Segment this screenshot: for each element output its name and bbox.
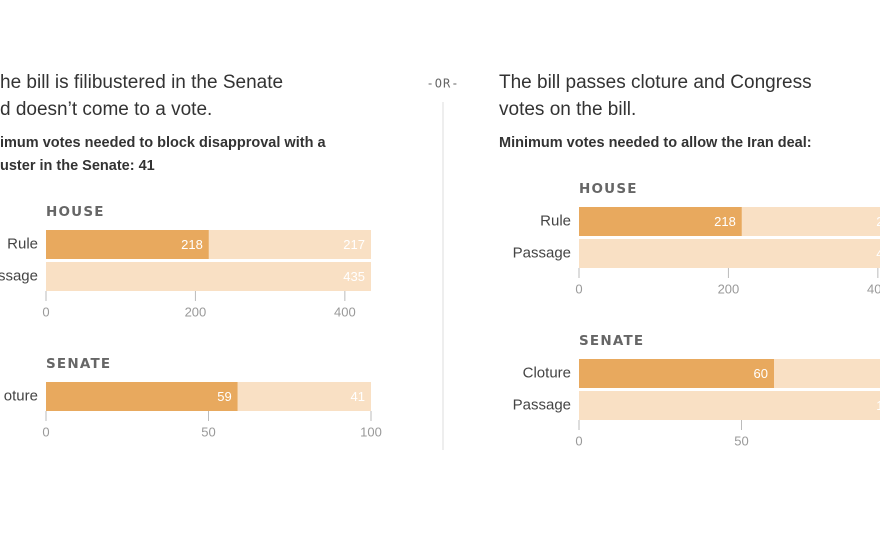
bar-segment <box>741 207 880 236</box>
value-label: 435 <box>343 269 365 284</box>
bar-segment <box>46 262 371 291</box>
x-tick-label: 100 <box>360 424 382 439</box>
x-tick-label: 200 <box>718 281 740 296</box>
bar-segment <box>46 230 209 259</box>
category-label: Rule <box>540 212 571 229</box>
heading-line: d doesn’t come to a vote. <box>0 99 212 120</box>
bar-segment <box>579 391 880 420</box>
value-label: 41 <box>351 389 365 404</box>
x-tick-label: 400 <box>334 304 356 319</box>
heading-line: votes on the bill. <box>499 99 636 120</box>
category-label: Rule <box>7 235 38 252</box>
heading-line: he bill is filibustered in the Senate <box>0 72 283 93</box>
value-label: 217 <box>876 214 880 229</box>
bar-segment <box>46 382 238 411</box>
x-tick-label: 50 <box>201 424 215 439</box>
bar-segment <box>774 359 880 388</box>
subtitle-line: imum votes needed to block disapproval w… <box>0 135 326 151</box>
value-label: 59 <box>217 389 231 404</box>
bar-segment <box>579 359 774 388</box>
section-title: HOUSE <box>579 181 638 197</box>
bar-segment <box>237 382 371 411</box>
section-title: SENATE <box>46 356 111 372</box>
x-tick-label: 0 <box>42 304 49 319</box>
bar-segment <box>579 239 880 268</box>
x-tick-label: 400 <box>867 281 880 296</box>
category-label: Passage <box>513 396 571 413</box>
value-label: 218 <box>714 214 736 229</box>
section-title: HOUSE <box>46 204 105 220</box>
value-label: 60 <box>754 366 768 381</box>
bar-segment <box>579 207 742 236</box>
x-tick-label: 200 <box>185 304 207 319</box>
x-tick-label: 50 <box>734 433 748 448</box>
x-tick-label: 0 <box>42 424 49 439</box>
section-title: SENATE <box>579 333 644 349</box>
bar-segment <box>208 230 371 259</box>
category-label: oture <box>4 387 38 404</box>
value-label: 435 <box>876 246 880 261</box>
heading-line: The bill passes cloture and Congress <box>499 72 812 93</box>
category-label: assage <box>0 267 38 284</box>
x-tick-label: 0 <box>575 281 582 296</box>
value-label: 217 <box>343 237 365 252</box>
category-label: Passage <box>513 244 571 261</box>
divider-label: -OR- <box>427 77 460 91</box>
category-label: Cloture <box>523 364 571 381</box>
subtitle-line: Minimum votes needed to allow the Iran d… <box>499 135 812 151</box>
x-tick-label: 0 <box>575 433 582 448</box>
value-label: 218 <box>181 237 203 252</box>
subtitle-line: uster in the Senate: 41 <box>0 158 155 174</box>
value-label: 100 <box>876 398 880 413</box>
